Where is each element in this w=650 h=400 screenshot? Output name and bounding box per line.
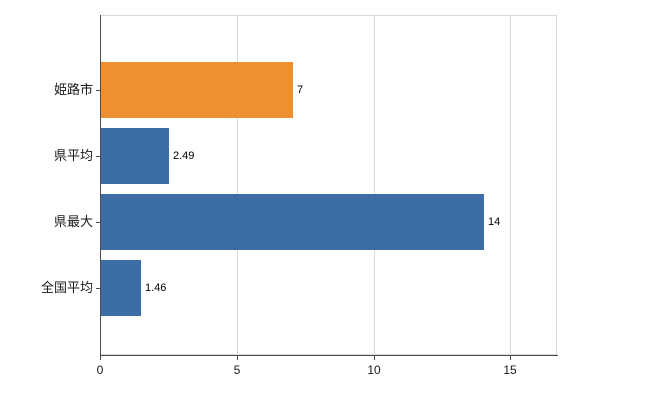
bar-value-label: 2.49 <box>173 150 195 162</box>
bar-value-label: 7 <box>297 84 304 96</box>
gridline <box>237 15 238 355</box>
gridline <box>510 15 511 355</box>
x-tick-label: 15 <box>503 363 517 377</box>
x-axis-tick <box>374 356 375 360</box>
x-tick-label: 0 <box>96 363 104 377</box>
y-axis-tick <box>96 156 100 157</box>
category-label: 全国平均 <box>40 280 93 295</box>
y-axis-tick <box>96 222 100 223</box>
x-tick-label: 5 <box>233 363 241 377</box>
x-axis-tick <box>100 356 101 360</box>
bar-value-label: 14 <box>488 216 501 228</box>
x-axis-tick <box>237 356 238 360</box>
category-label: 姫路市 <box>53 82 93 97</box>
bar-0 <box>101 62 293 118</box>
x-axis-line <box>100 355 558 356</box>
y-axis-line <box>100 15 101 355</box>
gridline <box>374 15 375 355</box>
category-label: 県最大 <box>53 214 93 229</box>
x-tick-label: 10 <box>367 363 381 377</box>
category-label: 県平均 <box>53 148 93 163</box>
bar-2 <box>101 194 484 250</box>
y-axis-tick <box>96 288 100 289</box>
bar-1 <box>101 128 169 184</box>
x-axis-tick <box>510 356 511 360</box>
bar-value-label: 1.46 <box>145 282 167 294</box>
y-axis-tick <box>96 90 100 91</box>
bar-3 <box>101 260 141 316</box>
